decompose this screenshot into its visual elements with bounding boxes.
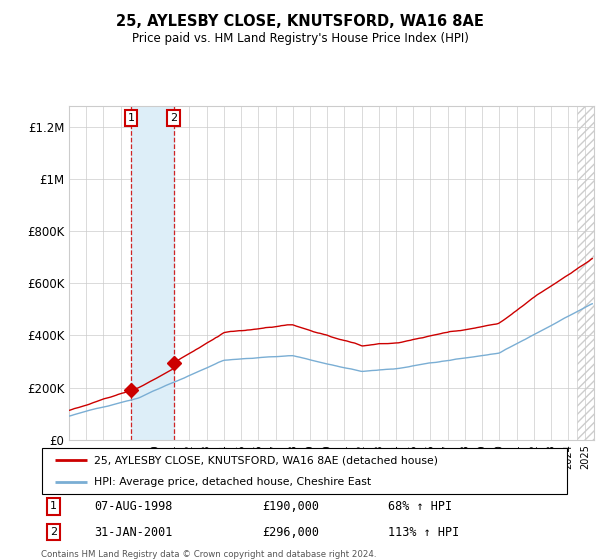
Text: £190,000: £190,000 (263, 500, 320, 513)
Text: 113% ↑ HPI: 113% ↑ HPI (389, 526, 460, 539)
Text: 1: 1 (127, 113, 134, 123)
Text: 25, AYLESBY CLOSE, KNUTSFORD, WA16 8AE: 25, AYLESBY CLOSE, KNUTSFORD, WA16 8AE (116, 14, 484, 29)
Text: 1: 1 (50, 501, 57, 511)
Text: Contains HM Land Registry data © Crown copyright and database right 2024.
This d: Contains HM Land Registry data © Crown c… (41, 550, 376, 560)
Text: 07-AUG-1998: 07-AUG-1998 (95, 500, 173, 513)
FancyBboxPatch shape (42, 448, 567, 494)
Text: 31-JAN-2001: 31-JAN-2001 (95, 526, 173, 539)
Text: Price paid vs. HM Land Registry's House Price Index (HPI): Price paid vs. HM Land Registry's House … (131, 32, 469, 45)
Text: 68% ↑ HPI: 68% ↑ HPI (389, 500, 452, 513)
Text: 2: 2 (170, 113, 177, 123)
Text: HPI: Average price, detached house, Cheshire East: HPI: Average price, detached house, Ches… (95, 477, 371, 487)
Bar (131, 106, 173, 440)
Text: £296,000: £296,000 (263, 526, 320, 539)
Text: 25, AYLESBY CLOSE, KNUTSFORD, WA16 8AE (detached house): 25, AYLESBY CLOSE, KNUTSFORD, WA16 8AE (… (95, 455, 439, 465)
Text: 2: 2 (50, 527, 57, 537)
